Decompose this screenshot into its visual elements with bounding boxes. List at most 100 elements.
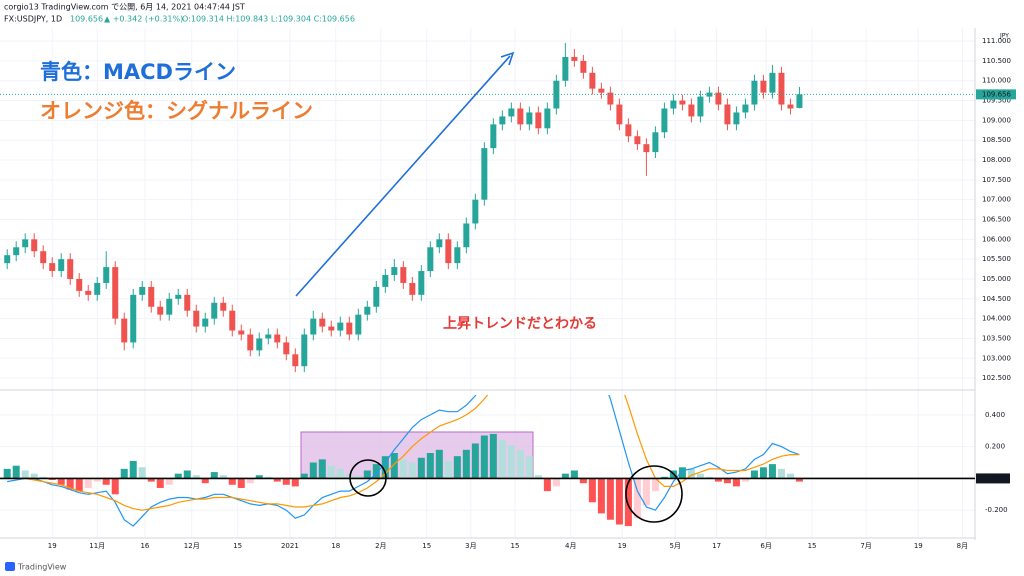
y-tick-label: 108.500 bbox=[982, 136, 1011, 144]
histogram-bar bbox=[615, 478, 623, 525]
histogram-bar bbox=[66, 478, 74, 490]
histogram-bar bbox=[534, 475, 542, 479]
candle-body bbox=[697, 96, 704, 117]
x-tick-label: 12月 bbox=[184, 542, 200, 550]
candle-body bbox=[625, 124, 632, 137]
y-tick-label: 106.000 bbox=[982, 235, 1011, 243]
histogram-bar bbox=[120, 468, 128, 479]
candle-body bbox=[400, 267, 407, 283]
x-tick-label: 15 bbox=[233, 542, 242, 550]
candle-body bbox=[643, 144, 650, 153]
histogram-bar bbox=[156, 478, 164, 488]
last-price-label: 109.656 bbox=[982, 90, 1011, 98]
histogram-bar bbox=[696, 473, 704, 479]
candle-body bbox=[553, 80, 560, 109]
x-tick-label: 5月 bbox=[669, 542, 680, 550]
histogram-bar bbox=[354, 475, 362, 479]
candle-body bbox=[103, 267, 110, 283]
candle-body bbox=[616, 104, 623, 125]
histogram-bar bbox=[507, 445, 515, 479]
histogram-bar bbox=[174, 473, 182, 479]
histogram-bar bbox=[561, 473, 569, 479]
histogram-bar bbox=[723, 478, 731, 484]
histogram-bar bbox=[57, 478, 65, 485]
histogram-bar bbox=[273, 478, 281, 482]
y-tick-label: 0.400 bbox=[985, 411, 1005, 419]
candle-body bbox=[535, 112, 542, 129]
histogram-bar bbox=[417, 457, 425, 479]
histogram-bar bbox=[606, 478, 614, 520]
candle-body bbox=[724, 104, 731, 125]
x-tick-label: 17 bbox=[712, 542, 721, 550]
trend-note: 上昇トレンドだとわかる bbox=[443, 316, 597, 332]
change: ▲ +0.342 (+0.31%) bbox=[104, 15, 183, 24]
candle-body bbox=[139, 286, 146, 295]
histogram-bar bbox=[750, 470, 758, 479]
candle-body bbox=[148, 286, 155, 307]
y-tick-label: 102.500 bbox=[982, 374, 1011, 382]
histogram-bar bbox=[219, 475, 227, 479]
candle-body bbox=[409, 282, 416, 295]
candle-body bbox=[220, 302, 227, 311]
candle-body bbox=[310, 318, 317, 335]
x-tick-label: 19 bbox=[618, 542, 627, 550]
histogram-bar bbox=[651, 478, 659, 492]
histogram-bar bbox=[543, 478, 551, 492]
candle-body bbox=[13, 247, 20, 256]
candle-body bbox=[238, 330, 245, 335]
symbol: FX:USDJPY, 1D bbox=[4, 15, 62, 24]
histogram-bar bbox=[318, 459, 326, 479]
histogram-bar bbox=[426, 453, 434, 479]
histogram-bar bbox=[759, 467, 767, 479]
candle-body bbox=[454, 247, 461, 264]
y-tick-label: 107.500 bbox=[982, 176, 1011, 184]
histogram-bar bbox=[714, 478, 722, 482]
candle-body bbox=[67, 259, 74, 279]
candle-body bbox=[193, 310, 200, 327]
candle-body bbox=[760, 80, 767, 93]
histogram-bar bbox=[300, 473, 308, 479]
x-tick-label: 18 bbox=[331, 542, 340, 550]
histogram-bar bbox=[237, 478, 245, 488]
x-tick-label: 15 bbox=[808, 542, 817, 550]
x-tick-label: 3月 bbox=[465, 542, 476, 550]
candle-body bbox=[490, 124, 497, 149]
cross-circle bbox=[625, 465, 683, 523]
candle-body bbox=[517, 108, 524, 125]
candle-body bbox=[382, 275, 389, 287]
candle-body bbox=[634, 136, 641, 145]
histogram-bar bbox=[408, 462, 416, 479]
histogram-bar bbox=[570, 470, 578, 479]
candle-body bbox=[265, 334, 272, 339]
histogram-bar bbox=[381, 456, 389, 479]
histogram-bar bbox=[444, 460, 452, 479]
candle-body bbox=[22, 239, 29, 248]
histogram-bar bbox=[147, 478, 155, 482]
histogram-bar bbox=[633, 478, 641, 519]
highlight-box bbox=[300, 431, 534, 479]
histogram-bar bbox=[516, 449, 524, 479]
histogram-bar bbox=[372, 464, 380, 479]
y-tick-label: 106.500 bbox=[982, 216, 1011, 224]
price-pane bbox=[0, 43, 975, 373]
candle-body bbox=[715, 92, 722, 105]
x-tick-label: 4月 bbox=[565, 542, 576, 550]
indicator-line bbox=[7, 395, 800, 527]
candle-body bbox=[778, 72, 785, 105]
candle-body bbox=[733, 112, 740, 125]
candle-body bbox=[463, 223, 470, 248]
histogram-bar bbox=[597, 478, 605, 514]
candle-body bbox=[49, 263, 56, 272]
candle-body bbox=[562, 56, 569, 81]
histogram-bar bbox=[435, 449, 443, 479]
candle-body bbox=[40, 251, 47, 264]
candle-body bbox=[445, 239, 452, 264]
footer-logo: TradingView bbox=[17, 563, 67, 572]
candle-body bbox=[229, 310, 236, 331]
candle-body bbox=[652, 132, 659, 153]
histogram-bar bbox=[525, 456, 533, 479]
ohlc: O:109.314 H:109.843 L:109.304 C:109.656 bbox=[182, 15, 355, 24]
indicator-line bbox=[7, 395, 800, 511]
candle-body bbox=[202, 318, 209, 327]
